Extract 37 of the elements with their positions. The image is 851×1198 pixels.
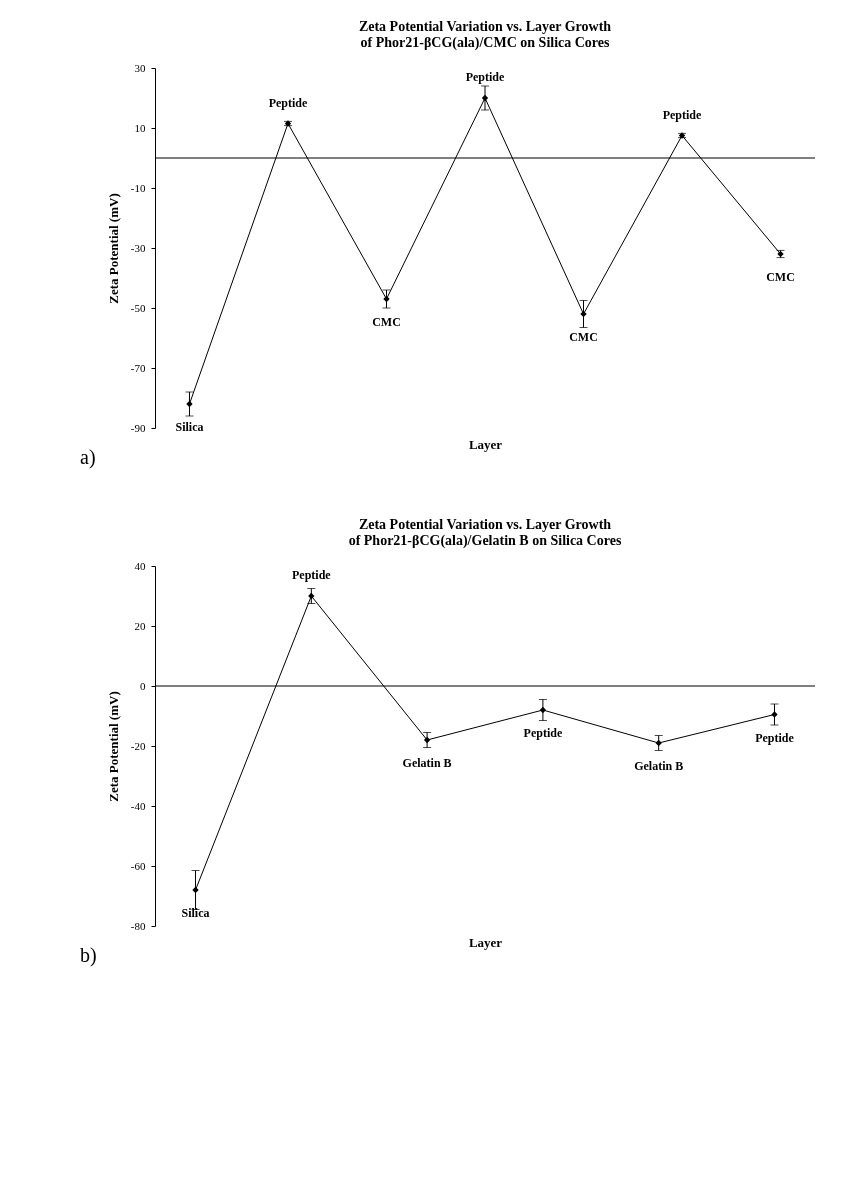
annotation: Peptide	[268, 95, 308, 110]
y-tick-label: 30	[134, 61, 146, 74]
annotation: Silica	[175, 420, 204, 434]
text: Zeta Potential Variation vs. Layer Growth	[358, 517, 612, 532]
y-tick-label: -60	[130, 859, 146, 872]
y-tick-label: -10	[130, 181, 146, 194]
y-tick-label: 0	[140, 679, 146, 692]
annotation: CMC	[372, 315, 401, 329]
y-tick-label: 40	[134, 559, 146, 572]
annotation: CMC	[569, 330, 598, 344]
annotation: Gelatin B	[402, 756, 452, 770]
annotation: Silica	[181, 906, 210, 920]
text: a)	[80, 446, 96, 469]
y-tick-label: -90	[130, 421, 146, 434]
text: Zeta Potential Variation vs. Layer Growth	[358, 19, 612, 34]
y-tick-label: 20	[134, 619, 146, 632]
annotation: Peptide	[523, 726, 563, 740]
text: of Phor21-βCG(ala)/Gelatin B on Silica Cores	[348, 533, 622, 548]
y-tick-label: 10	[134, 121, 146, 134]
y-tick-label: -80	[130, 919, 146, 932]
annotation: Gelatin B	[634, 759, 684, 773]
annotation: Peptide	[291, 568, 332, 582]
annotation: Peptide	[662, 107, 703, 122]
y-tick-label: -40	[130, 799, 146, 812]
text: b)	[80, 944, 97, 967]
y-tick-label: -50	[130, 301, 146, 314]
y-axis-title: Zeta Potential (mV)	[105, 193, 121, 304]
y-tick-label: -20	[130, 739, 146, 752]
text: of Phor21-βCG(ala)/CMC on Silica Cores	[360, 35, 610, 50]
y-tick-label: -30	[130, 241, 146, 254]
annotation: Peptide	[755, 730, 795, 745]
x-axis-title: Layer	[468, 934, 503, 950]
y-axis-title: Zeta Potential (mV)	[105, 691, 121, 802]
x-axis-title: Layer	[468, 436, 503, 452]
annotation: CMC	[766, 270, 795, 284]
annotation: Peptide	[465, 70, 505, 84]
y-tick-label: -70	[130, 361, 146, 374]
